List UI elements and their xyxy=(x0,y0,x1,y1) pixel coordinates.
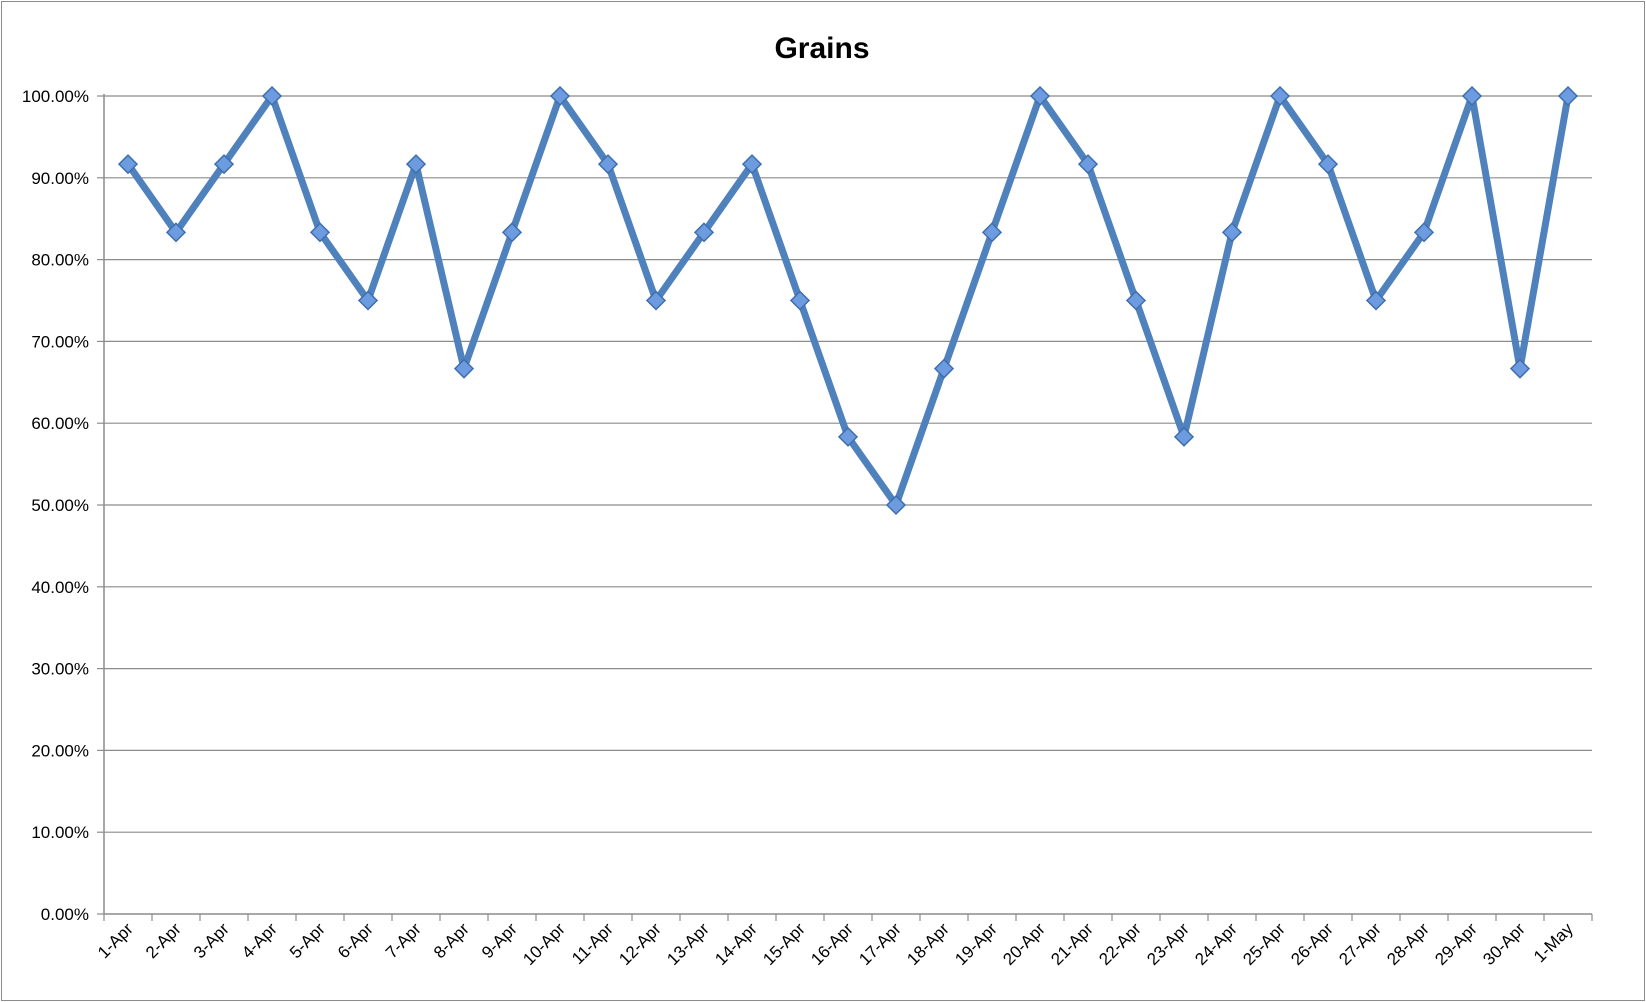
x-tick-label: 30-Apr xyxy=(1479,919,1529,969)
y-tick-label: 100.00% xyxy=(22,87,89,106)
y-tick-label: 50.00% xyxy=(31,496,89,515)
data-point-marker xyxy=(1317,154,1339,175)
data-point-marker xyxy=(1221,222,1243,243)
x-tick-label: 11-Apr xyxy=(568,919,617,968)
axes xyxy=(97,94,1593,921)
data-point-marker xyxy=(981,222,1003,243)
y-tick-label: 40.00% xyxy=(31,578,89,597)
x-axis-tick-labels: 1-Apr 2-Apr 3-Apr 4-Apr 5-Apr 6-Apr 7-Apr 8-Apr… xyxy=(94,919,1577,969)
x-tick-label: 17-Apr xyxy=(855,919,905,969)
x-tick-label: 16-Apr xyxy=(807,919,857,969)
data-point-marker xyxy=(1077,154,1099,175)
data-point-marker xyxy=(1269,85,1291,107)
x-tick-label: 26-Apr xyxy=(1287,919,1337,969)
x-tick-label: 7-Apr xyxy=(382,919,425,962)
gridlines xyxy=(104,95,1592,833)
data-point-marker xyxy=(837,426,859,447)
x-tick-label: 15-Apr xyxy=(759,919,809,969)
x-tick-label: 29-Apr xyxy=(1431,919,1481,969)
data-point-marker xyxy=(885,494,907,516)
data-point-marker xyxy=(693,222,715,243)
x-tick-label: 1-Apr xyxy=(94,919,137,962)
x-tick-label: 27-Apr xyxy=(1335,919,1385,969)
data-point-marker xyxy=(1173,426,1195,447)
y-tick-label: 80.00% xyxy=(31,251,89,270)
data-point-marker xyxy=(741,154,763,175)
data-point-marker xyxy=(309,222,331,243)
data-point-marker xyxy=(405,154,427,175)
y-tick-label: 60.00% xyxy=(31,414,89,433)
data-point-marker xyxy=(597,154,619,175)
data-point-marker xyxy=(453,358,475,379)
data-point-marker xyxy=(1029,85,1051,107)
data-point-marker xyxy=(645,290,667,311)
x-tick-label: 22-Apr xyxy=(1095,919,1145,969)
y-tick-label: 20.00% xyxy=(31,741,89,760)
data-point-marker xyxy=(1557,85,1579,107)
data-point-marker xyxy=(789,290,811,311)
x-tick-label: 28-Apr xyxy=(1383,919,1433,969)
x-tick-label: 6-Apr xyxy=(334,919,377,962)
x-tick-label: 8-Apr xyxy=(430,919,473,962)
x-tick-label: 4-Apr xyxy=(238,919,281,962)
x-tick-label: 14-Apr xyxy=(711,919,761,969)
data-point-marker xyxy=(213,154,235,175)
x-tick-label: 10-Apr xyxy=(519,919,569,969)
data-point-marker xyxy=(165,222,187,243)
x-tick-label: 12-Apr xyxy=(615,919,665,969)
x-tick-label: 18-Apr xyxy=(903,919,953,969)
data-point-marker xyxy=(261,85,283,107)
x-tick-label: 3-Apr xyxy=(190,919,233,962)
data-point-marker xyxy=(117,154,139,175)
x-tick-label: 21-Apr xyxy=(1047,919,1097,969)
x-tick-label: 19-Apr xyxy=(951,919,1001,969)
y-tick-label: 30.00% xyxy=(31,660,89,679)
x-tick-label: 23-Apr xyxy=(1143,919,1193,969)
data-point-marker xyxy=(549,85,571,107)
data-point-marker xyxy=(1509,358,1531,379)
y-axis-tick-labels: 0.00% 10.00% 20.00% 30.00% 40.00% 50.00% 60.00… xyxy=(22,87,89,924)
x-tick-label: 25-Apr xyxy=(1239,919,1289,969)
data-point-marker xyxy=(933,358,955,379)
data-series xyxy=(117,85,1579,516)
x-tick-label: 5-Apr xyxy=(286,919,329,962)
x-tick-label: 9-Apr xyxy=(478,919,521,962)
data-point-marker xyxy=(501,222,523,243)
data-point-marker xyxy=(1365,290,1387,311)
data-point-marker xyxy=(1413,222,1435,243)
x-tick-label: 24-Apr xyxy=(1191,919,1241,969)
data-point-marker xyxy=(1461,85,1483,107)
y-tick-label: 90.00% xyxy=(31,169,89,188)
data-point-marker xyxy=(357,290,379,311)
data-point-marker xyxy=(1125,290,1147,311)
x-tick-label: 20-Apr xyxy=(999,919,1049,969)
x-tick-label: 2-Apr xyxy=(142,919,185,962)
y-tick-label: 0.00% xyxy=(41,905,89,924)
y-tick-label: 70.00% xyxy=(31,332,89,351)
chart-title: Grains xyxy=(774,32,869,65)
y-tick-label: 10.00% xyxy=(31,823,89,842)
x-tick-label: 1-May xyxy=(1530,919,1577,966)
x-tick-label: 13-Apr xyxy=(663,919,713,969)
